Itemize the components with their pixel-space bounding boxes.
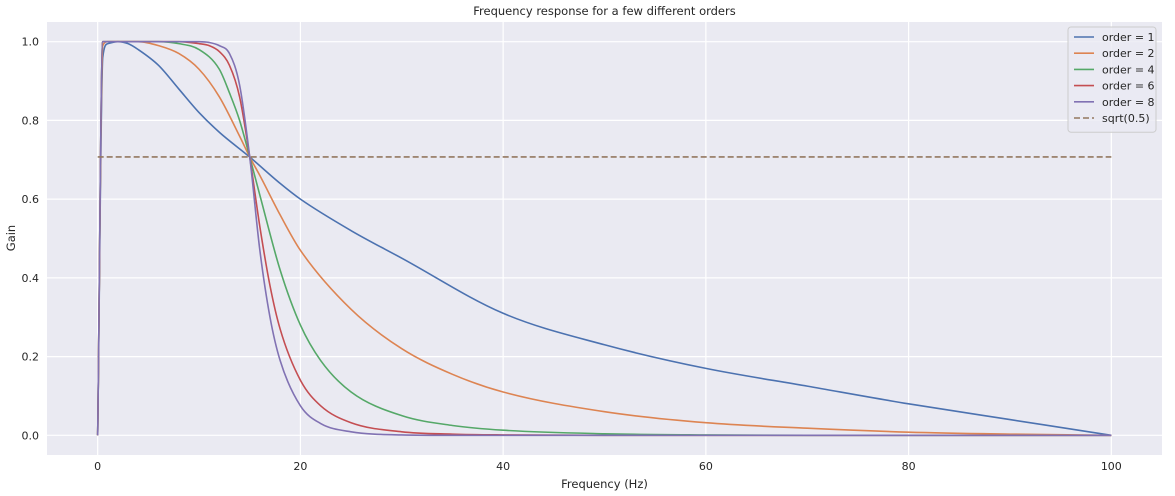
x-axis-label: Frequency (Hz) [561,477,648,491]
tick-labels: 0 20 40 60 80 100 0.0 0.2 0.4 0.6 0.8 1.0 [22,36,1122,473]
legend: order = 1 order = 2 order = 4 order = 6 orde… [1067,26,1157,133]
series-lines [96,40,1112,437]
chart-title: Frequency response for a few different o… [473,4,735,18]
plot-background [47,22,1162,455]
y-tick-label: 0.6 [22,193,40,206]
y-tick-label: 0.2 [22,351,40,364]
x-tick-label: 60 [699,460,713,473]
x-tick-label: 20 [293,460,307,473]
legend-label: order = 6 [1102,80,1155,93]
y-tick-label: 0.0 [22,429,40,442]
x-tick-label: 0 [94,460,101,473]
legend-label: order = 8 [1102,96,1155,109]
y-tick-label: 1.0 [22,36,40,49]
x-tick-label: 80 [902,460,916,473]
y-axis-label: Gain [4,225,18,251]
legend-label: order = 1 [1102,31,1155,44]
y-tick-label: 0.4 [22,272,40,285]
legend-label: order = 2 [1102,47,1155,60]
legend-label: sqrt(0.5) [1102,112,1150,125]
y-tick-label: 0.8 [22,114,40,127]
legend-label: order = 4 [1102,63,1155,76]
x-tick-label: 100 [1101,460,1122,473]
series-line-order-8 [96,40,1112,437]
x-tick-label: 40 [496,460,510,473]
